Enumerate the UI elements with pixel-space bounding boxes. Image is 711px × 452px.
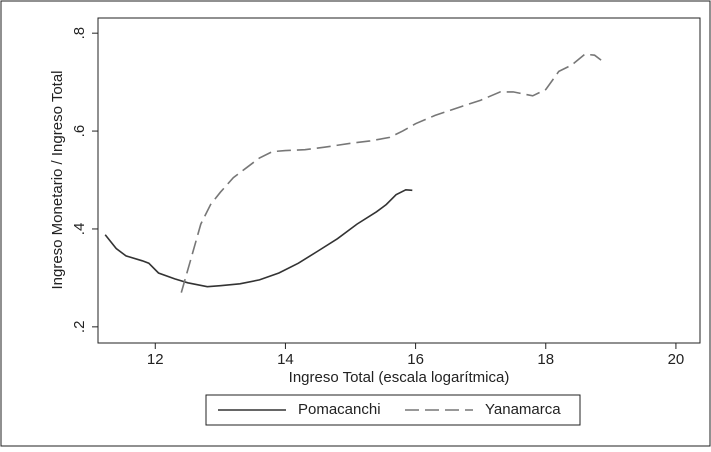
y-tick-label: .6: [71, 125, 88, 138]
y-tick-label: .8: [71, 27, 88, 40]
x-axis-label: Ingreso Total (escala logarítmica): [289, 369, 510, 386]
legend-label: Yanamarca: [485, 401, 561, 418]
series-line: [104, 188, 413, 288]
legend-box: [205, 394, 581, 426]
series-line: [180, 53, 602, 293]
x-tick-label: 14: [277, 351, 294, 368]
y-axis-label: Ingreso Monetario / Ingreso Total: [49, 70, 66, 289]
y-tick-label: .4: [71, 223, 88, 236]
plot-frame: [97, 17, 701, 344]
x-tick-label: 16: [407, 351, 424, 368]
x-tick-label: 18: [537, 351, 554, 368]
x-tick-label: 20: [668, 351, 685, 368]
x-tick-label: 12: [147, 351, 164, 368]
legend-label: Pomacanchi: [298, 401, 381, 418]
y-tick-label: .2: [71, 321, 88, 334]
